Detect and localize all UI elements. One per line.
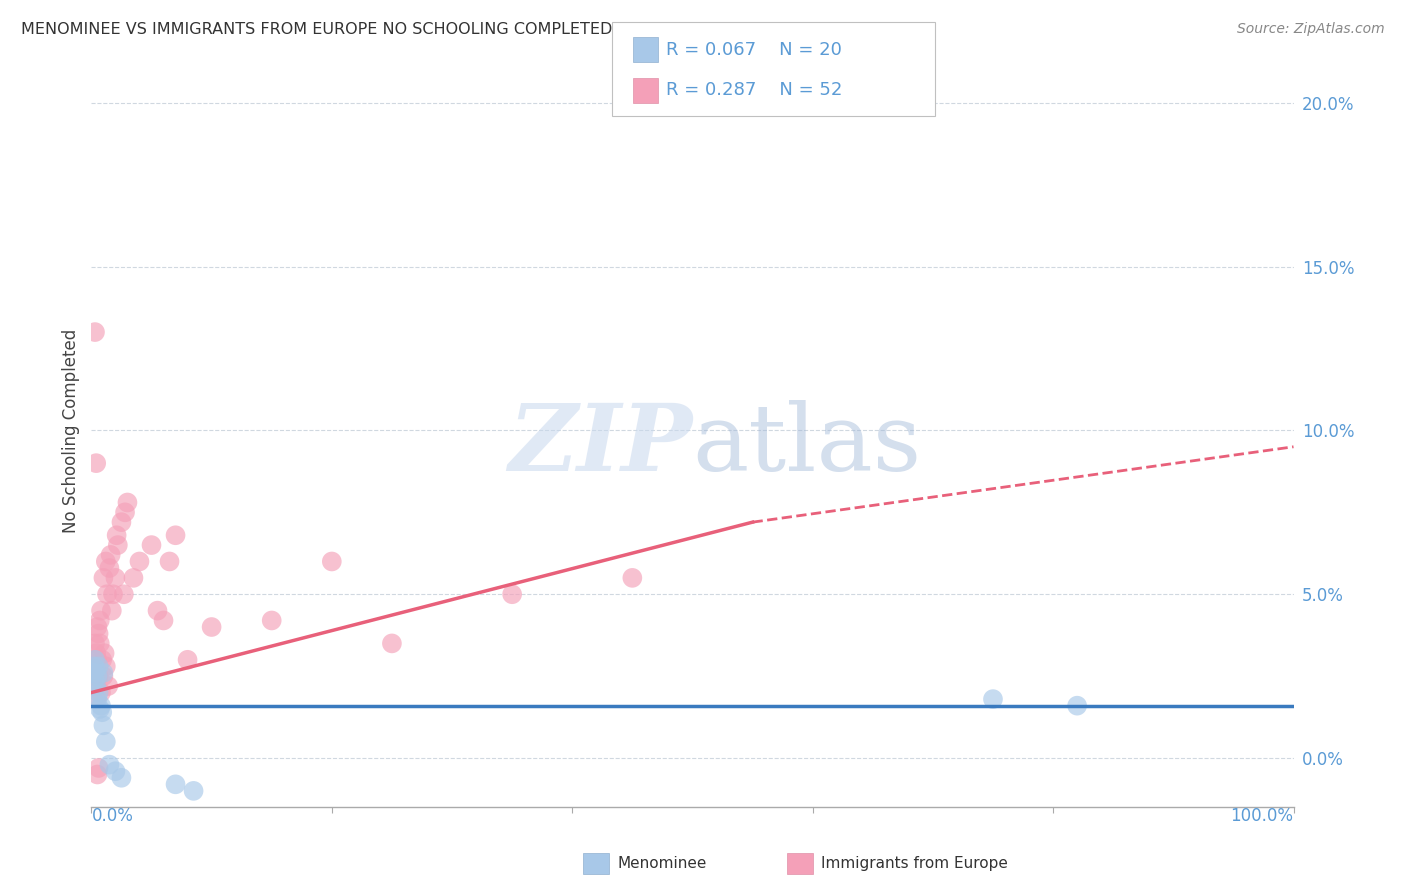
Point (84, 679, 107, 693)
Text: R = 0.067    N = 20: R = 0.067 N = 20 (666, 41, 842, 59)
Point (84, 692, 107, 706)
Text: 100.0%: 100.0% (1230, 807, 1294, 825)
Point (165, 777, 187, 791)
Point (260, 614, 283, 628)
Point (183, 784, 205, 798)
Point (201, 620, 224, 634)
Point (87, 685, 110, 699)
Point (94, 659, 117, 673)
Point (89, 614, 111, 628)
Point (93, 669, 115, 683)
Point (101, 587, 124, 601)
Point (107, 538, 129, 552)
Point (86, 692, 108, 706)
Point (101, 604, 124, 618)
Point (141, 538, 163, 552)
Point (89, 636, 111, 650)
Point (84, 456, 107, 470)
Point (93, 718, 115, 732)
Point (117, 495, 139, 509)
Point (84, 663, 107, 677)
Point (84, 646, 107, 660)
Point (105, 528, 128, 542)
Point (128, 554, 150, 568)
Point (1066, 698, 1088, 713)
Point (381, 636, 404, 650)
Point (176, 653, 198, 667)
Text: Menominee: Menominee (617, 856, 707, 871)
Point (96, 587, 118, 601)
Point (146, 604, 169, 618)
Point (93, 665, 115, 680)
Point (82, 659, 104, 673)
Point (122, 571, 145, 585)
Point (98, 757, 121, 772)
Point (90, 685, 112, 699)
Point (82, 665, 104, 680)
Point (84, 653, 107, 667)
Point (90, 698, 112, 713)
Point (83, 659, 105, 673)
Point (114, 505, 136, 519)
Text: Immigrants from Europe: Immigrants from Europe (821, 856, 1008, 871)
Text: MENOMINEE VS IMMIGRANTS FROM EUROPE NO SCHOOLING COMPLETED CORRELATION CHART: MENOMINEE VS IMMIGRANTS FROM EUROPE NO S… (21, 22, 792, 37)
Text: Source: ZipAtlas.com: Source: ZipAtlas.com (1237, 22, 1385, 37)
Point (91, 653, 114, 667)
Point (621, 571, 644, 585)
Point (86, 620, 108, 634)
Point (159, 554, 181, 568)
Point (321, 554, 343, 568)
Point (86, 653, 108, 667)
Point (84, 325, 107, 339)
Point (84, 636, 107, 650)
Point (87, 659, 110, 673)
Text: R = 0.287    N = 52: R = 0.287 N = 52 (666, 81, 842, 99)
Point (981, 692, 1004, 706)
Text: atlas: atlas (692, 401, 922, 491)
Point (98, 561, 121, 575)
Point (87, 761, 110, 775)
Point (110, 771, 132, 785)
Point (84, 673, 107, 687)
Point (110, 515, 132, 529)
Point (87, 669, 110, 683)
Point (97, 679, 120, 693)
Point (112, 587, 135, 601)
Point (93, 646, 115, 660)
Point (104, 764, 127, 779)
Point (501, 587, 523, 601)
Point (100, 548, 122, 562)
Point (83, 653, 105, 667)
Point (91, 705, 114, 719)
Point (87, 626, 110, 640)
Point (94, 735, 117, 749)
Point (83, 669, 105, 683)
Point (89, 702, 111, 716)
Text: 0.0%: 0.0% (91, 807, 134, 825)
Point (90, 604, 112, 618)
Point (86, 669, 108, 683)
Point (84, 679, 107, 693)
Y-axis label: No Schooling Completed: No Schooling Completed (62, 328, 80, 533)
Point (152, 614, 174, 628)
Point (104, 571, 127, 585)
Text: ZIP: ZIP (508, 401, 692, 491)
Point (165, 528, 187, 542)
Point (94, 554, 117, 568)
Point (86, 767, 108, 781)
Point (93, 571, 115, 585)
